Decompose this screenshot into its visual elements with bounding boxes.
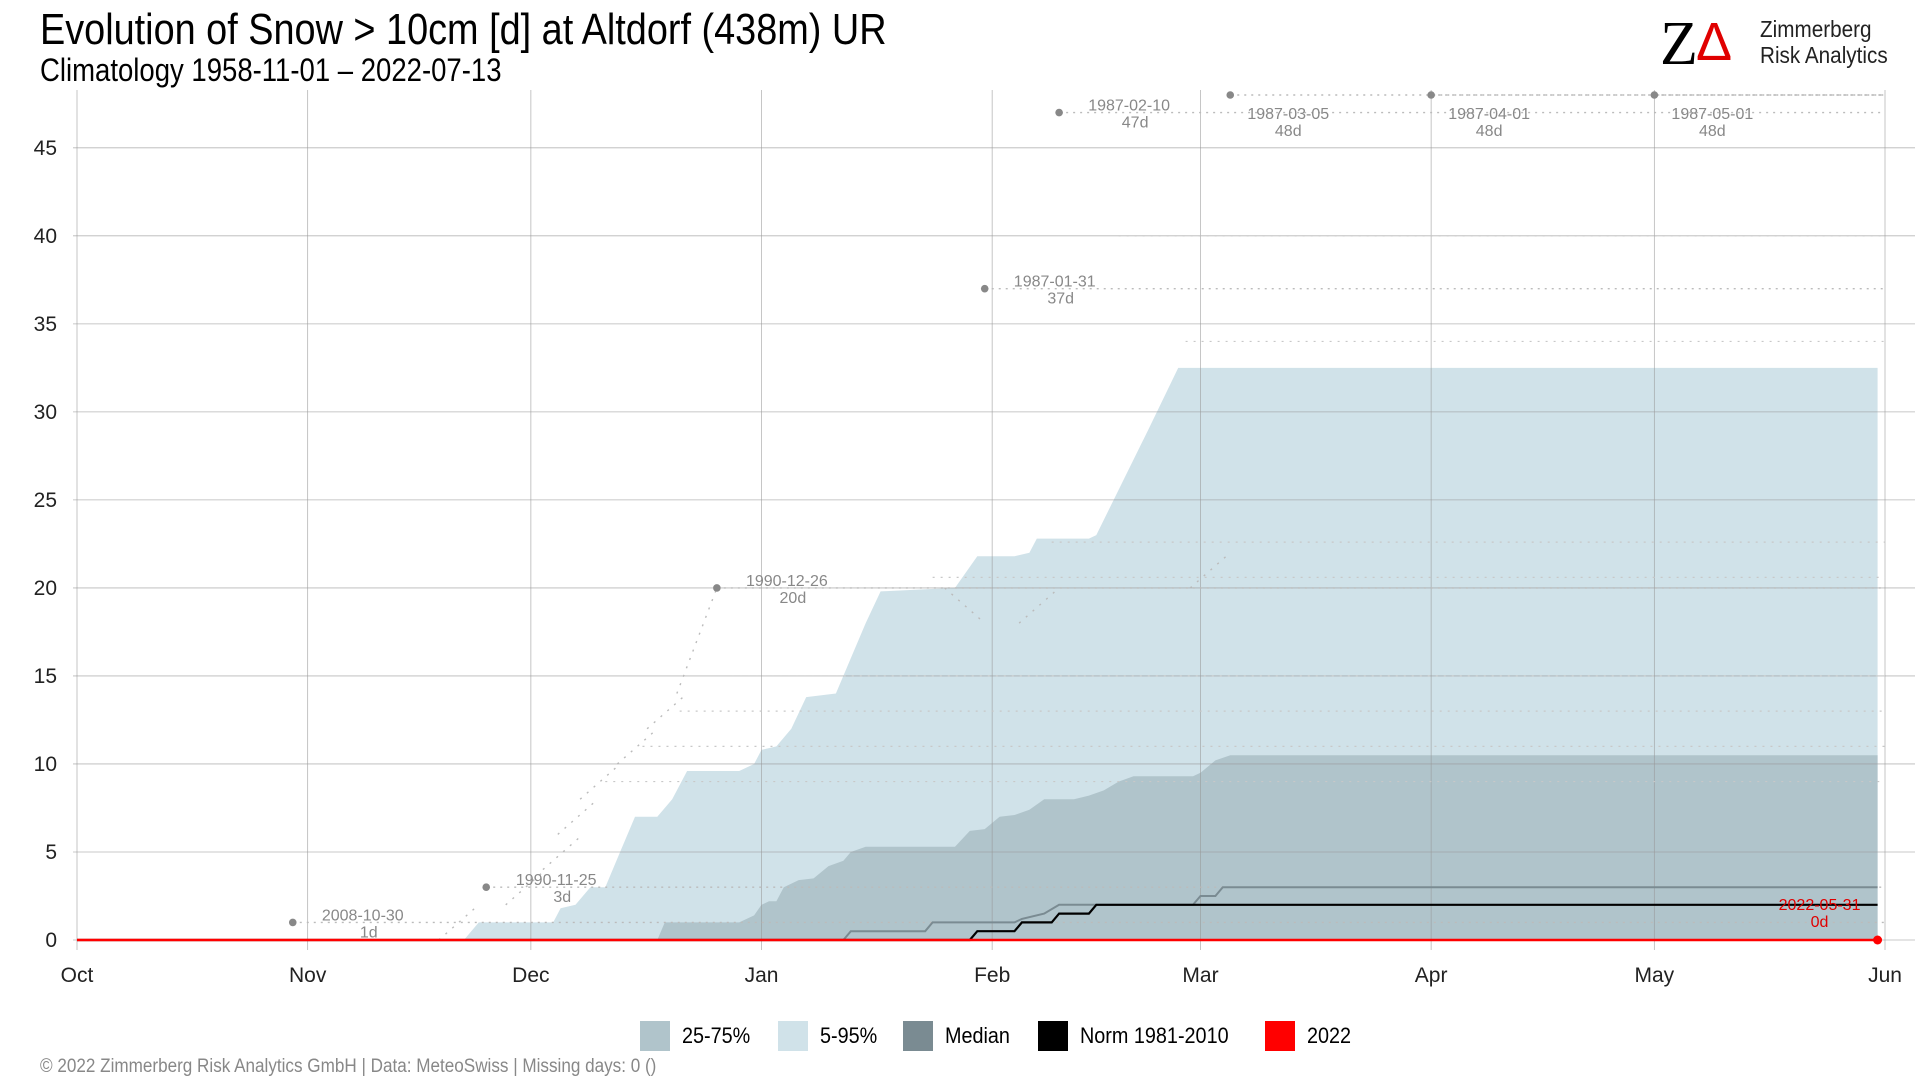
chart-legend: 25-75% 5-95% Median Norm 1981-2010 2022 <box>640 1020 1376 1052</box>
record-point-3 <box>980 284 989 293</box>
legend-label-5-95: 5-95% <box>819 1023 878 1048</box>
record-point-5 <box>1226 91 1235 99</box>
norm-line <box>77 903 1878 942</box>
legend-label-2022: 2022 <box>1306 1023 1351 1048</box>
record-date-label-3: 1987-01-31 <box>1014 274 1096 291</box>
record-guide-diagonal-7 <box>676 587 718 694</box>
x-tick-label-dec: Dec <box>512 964 549 987</box>
logo-name: Zimmerberg <box>1760 16 1872 42</box>
legend-label-norm: Norm 1981-2010 <box>1079 1023 1229 1048</box>
record-date-label-1: 1990-11-25 <box>516 872 597 889</box>
logo-mark-icon: Z Δ <box>1660 10 1732 70</box>
record-date-label-7: 1987-05-01 <box>1671 106 1753 123</box>
legend-label-25-75: 25-75% <box>682 1023 751 1048</box>
logo-delta-glyph: Δ <box>1696 12 1732 70</box>
current-2022-date-label: 2022-05-31 <box>1779 897 1861 914</box>
x-tick-label-jan: Jan <box>745 964 779 987</box>
record-point-2 <box>713 584 721 592</box>
y-tick-label-45: 45 <box>34 137 57 160</box>
y-tick-label-35: 35 <box>34 313 57 336</box>
record-days-label-3: 37d <box>1047 291 1074 308</box>
y-tick-label-0: 0 <box>45 929 57 952</box>
x-tick-label-may: May <box>1635 964 1675 987</box>
record-point-0 <box>288 918 297 927</box>
record-days-label-5: 48d <box>1275 123 1302 140</box>
record-point-7 <box>1650 91 1659 99</box>
x-tick-label-mar: Mar <box>1182 964 1218 987</box>
y-tick-label-5: 5 <box>45 841 57 864</box>
y-tick-label-30: 30 <box>34 401 57 424</box>
record-point-6 <box>1427 91 1435 99</box>
legend-item-2022: 2022 <box>1264 1021 1356 1051</box>
median-line <box>77 886 1878 941</box>
x-tick-label-nov: Nov <box>289 964 327 987</box>
current-2022-point <box>1873 935 1883 945</box>
y-tick-label-20: 20 <box>34 577 57 600</box>
record-days-label-1: 3d <box>553 889 571 906</box>
logo-z-glyph: Z <box>1660 10 1698 70</box>
x-tick-label-feb: Feb <box>974 964 1010 987</box>
record-date-label-6: 1987-04-01 <box>1448 106 1530 123</box>
y-tick-label-25: 25 <box>34 489 57 512</box>
y-tick-label-15: 15 <box>34 665 57 688</box>
legend-item-25-75: 25-75% <box>640 1021 758 1051</box>
record-guide-diagonal-3 <box>557 798 599 835</box>
legend-swatch-25-75 <box>640 1021 670 1051</box>
company-logo: Z Δ Zimmerberg Risk Analytics <box>1660 10 1900 70</box>
legend-swatch-2022 <box>1264 1021 1295 1051</box>
x-tick-label-oct: Oct <box>61 964 94 987</box>
record-point-4 <box>1055 108 1063 117</box>
legend-label-median: Median <box>945 1023 1011 1048</box>
record-date-label-5: 1987-03-05 <box>1247 106 1329 123</box>
legend-swatch-5-95 <box>777 1021 808 1051</box>
legend-item-5-95: 5-95% <box>777 1021 884 1051</box>
record-date-label-2: 1990-12-26 <box>746 573 828 590</box>
logo-tagline: Risk Analytics <box>1760 42 1888 68</box>
record-date-label-4: 1987-02-10 <box>1088 98 1170 115</box>
chart-subtitle: Climatology 1958-11-01 – 2022-07-13 <box>40 52 502 88</box>
record-days-label-0: 1d <box>360 924 378 941</box>
record-days-label-4: 47d <box>1122 115 1149 132</box>
x-tick-label-jun: Jun <box>1868 964 1902 987</box>
legend-item-norm: Norm 1981-2010 <box>1037 1021 1245 1051</box>
snow-days-chart: 0 5 10 15 20 25 30 35 40 45 Oct Nov Dec Jan Feb Mar Apr M… <box>34 90 1915 987</box>
footer-credits: © 2022 Zimmerberg Risk Analytics GmbH | … <box>40 1056 657 1077</box>
legend-swatch-norm <box>1037 1021 1068 1051</box>
y-tick-label-40: 40 <box>34 225 57 248</box>
record-point-1 <box>482 883 491 891</box>
record-days-label-2: 20d <box>780 590 807 607</box>
record-days-label-6: 48d <box>1476 123 1503 140</box>
record-days-label-7: 48d <box>1699 123 1726 140</box>
legend-swatch-median <box>903 1021 934 1051</box>
legend-item-median: Median <box>903 1021 1017 1051</box>
chart-title: Evolution of Snow > 10cm [d] at Altdorf … <box>40 5 887 54</box>
x-tick-label-apr: Apr <box>1415 964 1448 987</box>
current-2022-days-label: 0d <box>1811 914 1829 931</box>
record-date-label-0: 2008-10-30 <box>322 907 404 924</box>
y-tick-label-10: 10 <box>34 753 57 776</box>
band-25-75 <box>77 755 1878 940</box>
